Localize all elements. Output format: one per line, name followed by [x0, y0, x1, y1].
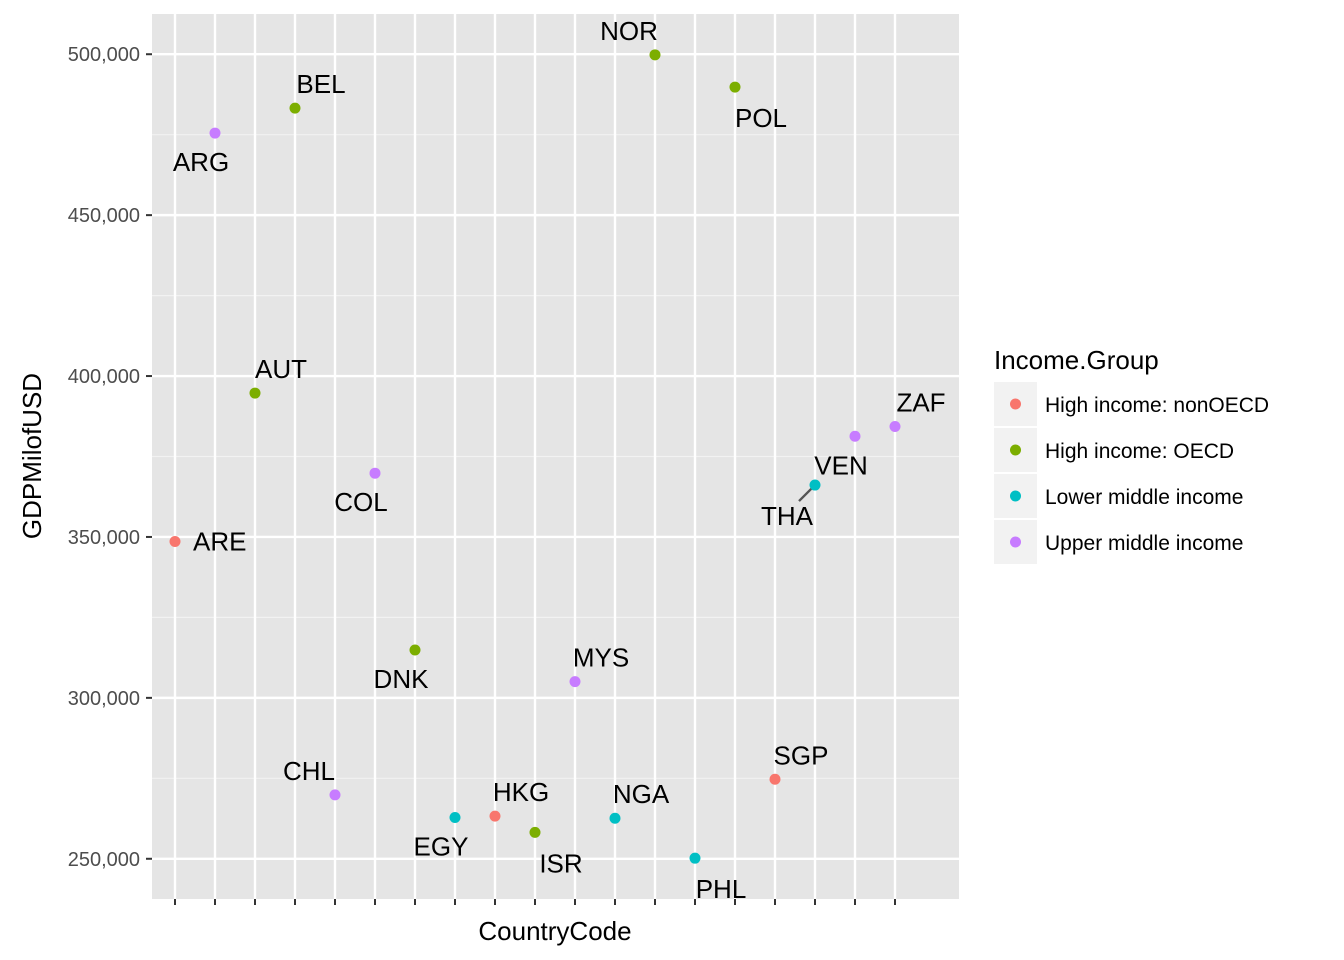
y-tick-label: 300,000	[68, 688, 140, 710]
y-tick-label: 500,000	[68, 44, 140, 66]
point-label-bel: BEL	[296, 69, 345, 99]
point-label-mys: MYS	[573, 643, 629, 673]
point-label-tha: THA	[761, 501, 814, 531]
point-aut	[249, 387, 261, 399]
point-label-isr: ISR	[539, 848, 582, 878]
point-label-phl: PHL	[696, 874, 747, 904]
point-zaf	[889, 421, 901, 433]
point-dnk	[409, 644, 421, 656]
x-axis-title: CountryCode	[478, 916, 631, 946]
y-tick-label: 250,000	[68, 849, 140, 871]
legend-label: Lower middle income	[1045, 486, 1243, 509]
point-label-dnk: DNK	[374, 664, 430, 694]
y-tick-label: 400,000	[68, 366, 140, 388]
point-label-zaf: ZAF	[896, 388, 945, 418]
point-label-hkg: HKG	[493, 777, 549, 807]
point-label-arg: ARG	[173, 147, 229, 177]
leader-lines	[798, 487, 813, 502]
point-nor	[649, 49, 661, 61]
y-tick-label: 450,000	[68, 205, 140, 227]
point-are	[169, 535, 181, 547]
point-ven	[849, 430, 861, 442]
point-label-aut: AUT	[255, 354, 307, 384]
point-arg	[209, 127, 221, 139]
data-points	[169, 49, 901, 864]
point-phl	[689, 852, 701, 864]
point-label-pol: POL	[735, 103, 787, 133]
legend: Income.Group High income: nonOECD High in…	[994, 345, 1269, 564]
point-egy	[449, 811, 461, 823]
point-nga	[609, 812, 621, 824]
point-col	[369, 467, 381, 479]
grid-minor	[152, 134, 959, 779]
point-labels: ARE ARG AUT BEL CHL COL DNK EGY HKG ISR MYS NGA NOR P…	[173, 16, 946, 904]
point-isr	[529, 826, 541, 838]
point-label-chl: CHL	[283, 756, 335, 786]
legend-swatch	[1010, 536, 1021, 548]
point-bel	[289, 102, 301, 114]
point-hkg	[489, 810, 501, 822]
legend-swatch	[1010, 444, 1021, 456]
y-tick-label: 350,000	[68, 527, 140, 549]
point-pol	[729, 81, 741, 93]
leader-line-tha	[798, 487, 813, 502]
point-label-col: COL	[334, 487, 387, 517]
point-label-egy: EGY	[414, 831, 469, 861]
point-label-are: ARE	[193, 526, 246, 556]
x-axis	[174, 899, 896, 905]
legend-label: Upper middle income	[1045, 532, 1243, 555]
point-sgp	[769, 773, 781, 785]
y-axis-title: GDPMilofUSD	[17, 373, 47, 539]
point-tha	[809, 479, 821, 491]
point-chl	[329, 789, 341, 801]
legend-title: Income.Group	[994, 345, 1159, 375]
grid-major	[152, 14, 959, 899]
legend-swatch	[1010, 398, 1021, 410]
point-label-nor: NOR	[600, 16, 658, 46]
point-label-sgp: SGP	[774, 740, 829, 770]
legend-swatch	[1010, 490, 1021, 502]
legend-label: High income: nonOECD	[1045, 394, 1269, 417]
point-label-nga: NGA	[613, 779, 670, 809]
point-label-ven: VEN	[814, 450, 867, 480]
y-axis: 250,000 300,000 350,000 400,000 450,000 500,0…	[68, 44, 152, 871]
legend-label: High income: OECD	[1045, 440, 1234, 463]
point-mys	[569, 676, 581, 688]
